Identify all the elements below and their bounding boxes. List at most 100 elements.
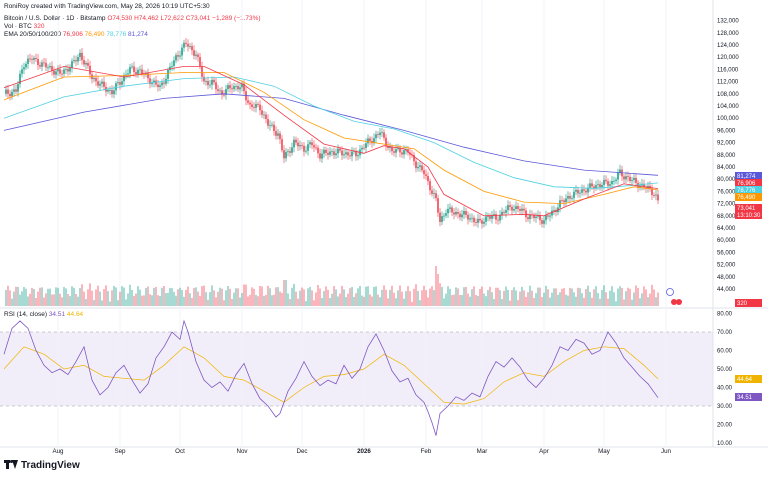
candle-body <box>343 154 345 156</box>
candle-body <box>465 211 467 215</box>
volume-value: 320 <box>33 23 45 30</box>
candle-body <box>385 137 387 147</box>
candle-body <box>157 84 159 88</box>
volume-bar <box>207 299 209 306</box>
candle-body <box>171 66 173 67</box>
candle-body <box>195 54 197 56</box>
candle-body <box>619 169 621 173</box>
time-label-6: Feb <box>421 448 432 455</box>
volume-bar <box>43 297 45 306</box>
volume-bar <box>599 298 601 306</box>
candle-body <box>87 63 89 66</box>
candle-body <box>391 146 393 152</box>
candle-body <box>269 124 271 126</box>
candle-body <box>203 76 205 82</box>
candle-body <box>633 177 635 180</box>
candle-body <box>233 86 235 90</box>
volume-bar <box>191 297 193 306</box>
candle-body <box>65 69 67 70</box>
candle-body <box>403 150 405 155</box>
candle-body <box>541 220 543 224</box>
volume-bar <box>395 298 397 306</box>
candle-body <box>455 211 457 215</box>
volume-bar <box>107 291 109 306</box>
volume-bar <box>327 289 329 306</box>
candle-body <box>41 62 43 67</box>
volume-bar <box>439 283 441 306</box>
volume-bar <box>303 289 305 306</box>
volume-bar <box>489 286 491 306</box>
volume-bar <box>215 297 217 306</box>
candle-body <box>449 207 451 209</box>
price-tick-17: 112,000 <box>717 80 739 86</box>
volume-bar <box>49 288 51 306</box>
candle-body <box>591 183 593 187</box>
volume-bar <box>567 295 569 306</box>
volume-bar <box>469 296 471 306</box>
price-tick-8: 76,000 <box>717 189 736 195</box>
candle-body <box>169 66 171 70</box>
volume-bar <box>25 288 27 306</box>
candle-body <box>461 214 463 218</box>
candle-body <box>123 75 125 82</box>
candle-body <box>33 57 35 60</box>
volume-bar <box>545 285 547 306</box>
candle-body <box>517 206 519 209</box>
volume-bar <box>611 286 613 306</box>
volume-bar <box>21 291 23 306</box>
candle-body <box>59 69 61 74</box>
volume-label: Vol · BTC <box>4 23 32 30</box>
volume-alert-icon <box>666 288 674 296</box>
volume-bar <box>225 290 227 306</box>
countdown-tag-bg <box>735 211 762 219</box>
candle-body <box>515 206 517 210</box>
candle-body <box>101 81 103 84</box>
volume-bar <box>223 300 225 306</box>
candle-body <box>405 149 407 151</box>
candle-body <box>113 90 115 95</box>
candle-body <box>261 110 263 115</box>
candle-body <box>457 211 459 214</box>
candle-body <box>191 46 193 51</box>
candle-body <box>593 186 595 189</box>
volume-bar <box>641 293 643 306</box>
volume-bar <box>389 289 391 306</box>
volume-bar <box>199 295 201 306</box>
candle-body <box>149 78 151 85</box>
volume-bar <box>305 301 307 306</box>
volume-bar <box>241 292 243 306</box>
candle-body <box>487 216 489 217</box>
candle-body <box>313 145 315 148</box>
volume-bar <box>63 287 65 306</box>
volume-bar <box>645 289 647 306</box>
candle-body <box>535 216 537 219</box>
volume-bar <box>315 292 317 306</box>
candle-body <box>133 66 135 72</box>
volume-bar <box>13 291 15 306</box>
candle-body <box>567 196 569 199</box>
candle-body <box>329 151 331 155</box>
candle-body <box>561 200 563 202</box>
candle-body <box>363 147 365 149</box>
candle-body <box>345 152 347 155</box>
low-value: L72,622 <box>160 15 184 22</box>
tradingview-logo[interactable]: TradingView <box>4 460 80 471</box>
volume-bar <box>243 284 245 306</box>
volume-bar <box>23 287 25 306</box>
candle-body <box>13 89 15 92</box>
volume-bar <box>93 300 95 306</box>
candle-body <box>181 47 183 56</box>
candle-body <box>251 104 253 108</box>
candle-body <box>441 216 443 222</box>
candle-body <box>415 161 417 169</box>
candle-body <box>311 142 313 146</box>
volume-bar <box>283 280 285 306</box>
rsi-tick-5: 60.00 <box>717 349 733 355</box>
volume-bar <box>189 293 191 306</box>
candle-body <box>655 194 657 196</box>
candle-body <box>219 90 221 92</box>
volume-bar <box>581 293 583 306</box>
symbol-name: Bitcoin / U.S. Dollar · 1D · Bitstamp <box>4 15 106 22</box>
volume-bar <box>501 299 503 306</box>
